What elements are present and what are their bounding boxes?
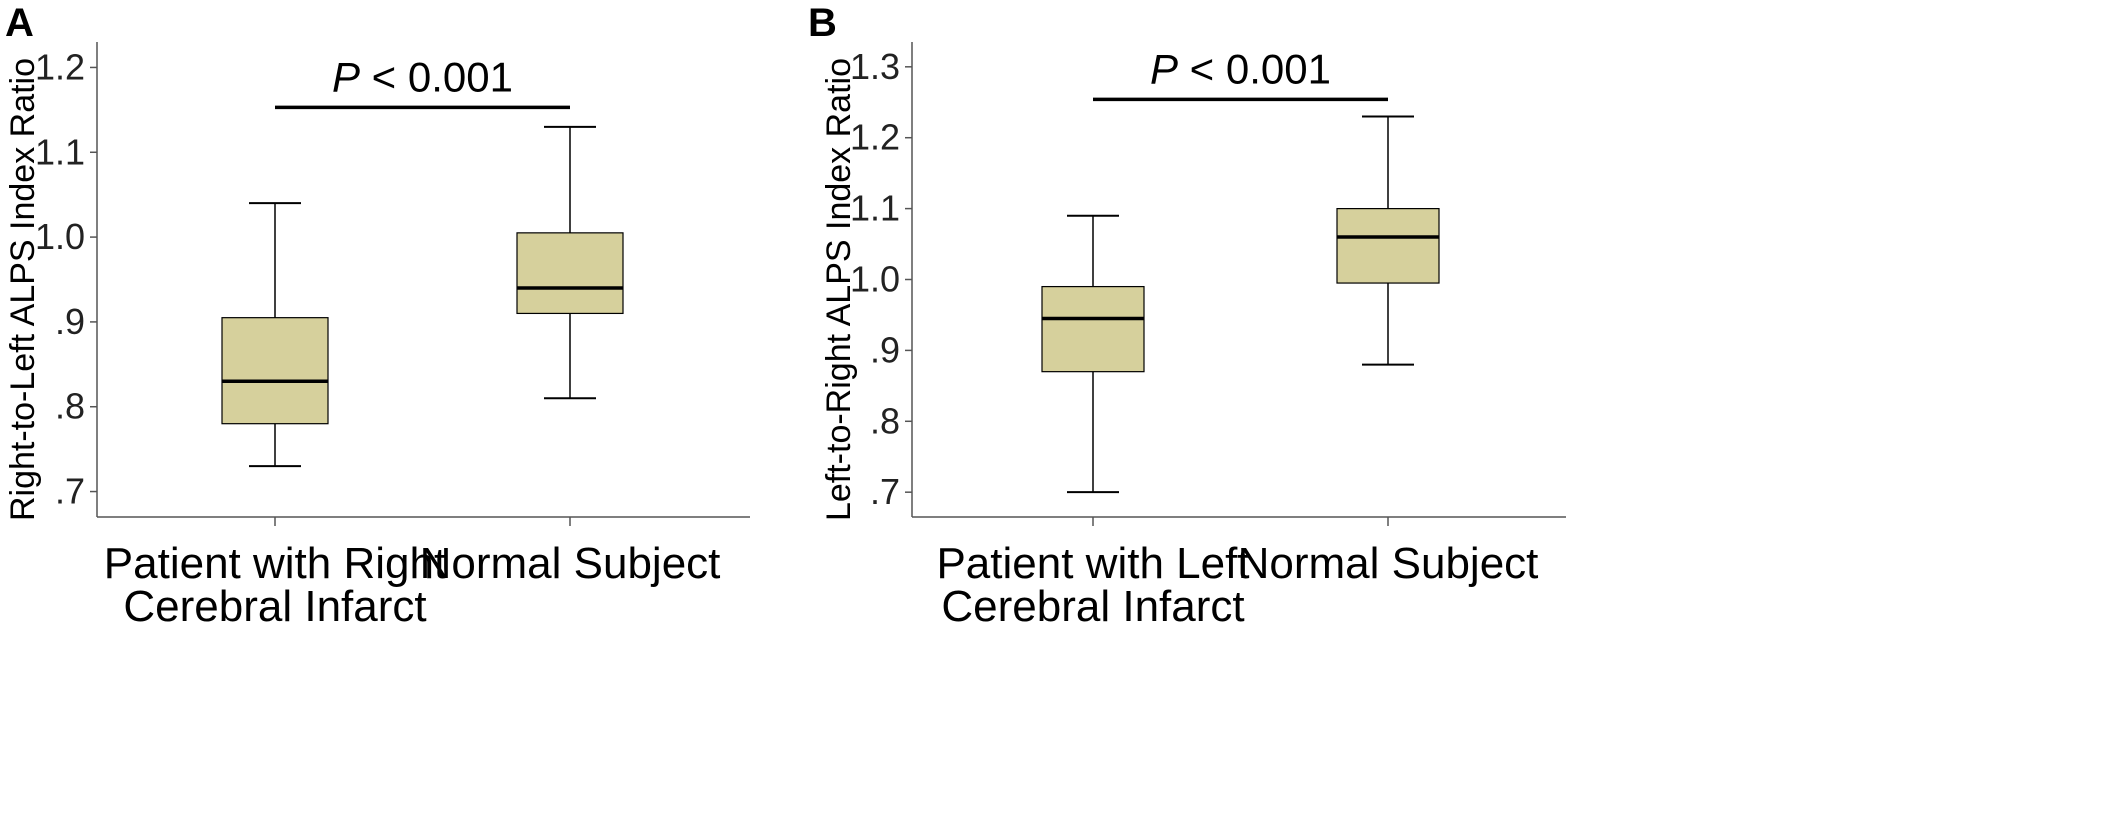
box-2: Normal Subject [1238,115,1539,588]
panel-label: A [5,1,34,45]
p-value-text: < 0.001 [1178,45,1331,92]
y-tick-label: .8 [870,400,900,441]
box-iqr [221,317,329,425]
category-label: Patient with Left [936,539,1249,588]
y-tick-label: 1.3 [850,46,900,87]
category-label: Patient with Right [104,539,446,588]
y-tick-label: .8 [55,386,85,427]
y-axis-label: Left-to-Right ALPS Index Ratio [820,58,858,521]
y-tick-label: 1.2 [850,117,900,158]
p-symbol: P [1150,45,1178,92]
y-tick-label: 1.1 [35,131,85,172]
y-tick-label: .7 [55,471,85,512]
p-value-label: P < 0.001 [1150,45,1331,92]
y-tick-label: 1.0 [35,216,85,257]
p-symbol: P [332,53,360,100]
y-tick-label: 1.0 [850,259,900,300]
category-label-line2: Cerebral Infarct [123,582,426,631]
y-axis-label: Right-to-Left ALPS Index Ratio [4,58,42,521]
y-tick-label: .9 [870,329,900,370]
y-tick-label: .7 [870,471,900,512]
category-label-line2: Cerebral Infarct [941,582,1244,631]
y-tick-label: 1.1 [850,188,900,229]
y-tick-label: 1.2 [35,46,85,87]
p-value-label: P < 0.001 [332,53,513,100]
category-label: Normal Subject [1238,539,1539,588]
p-value-text: < 0.001 [360,53,513,100]
panel-label: B [808,1,837,45]
box-iqr [1336,208,1440,284]
box-iqr [516,232,624,315]
category-label: Normal Subject [420,539,721,588]
box-2: Normal Subject [420,125,721,588]
y-tick-label: .9 [55,301,85,342]
box-iqr [1041,285,1145,373]
